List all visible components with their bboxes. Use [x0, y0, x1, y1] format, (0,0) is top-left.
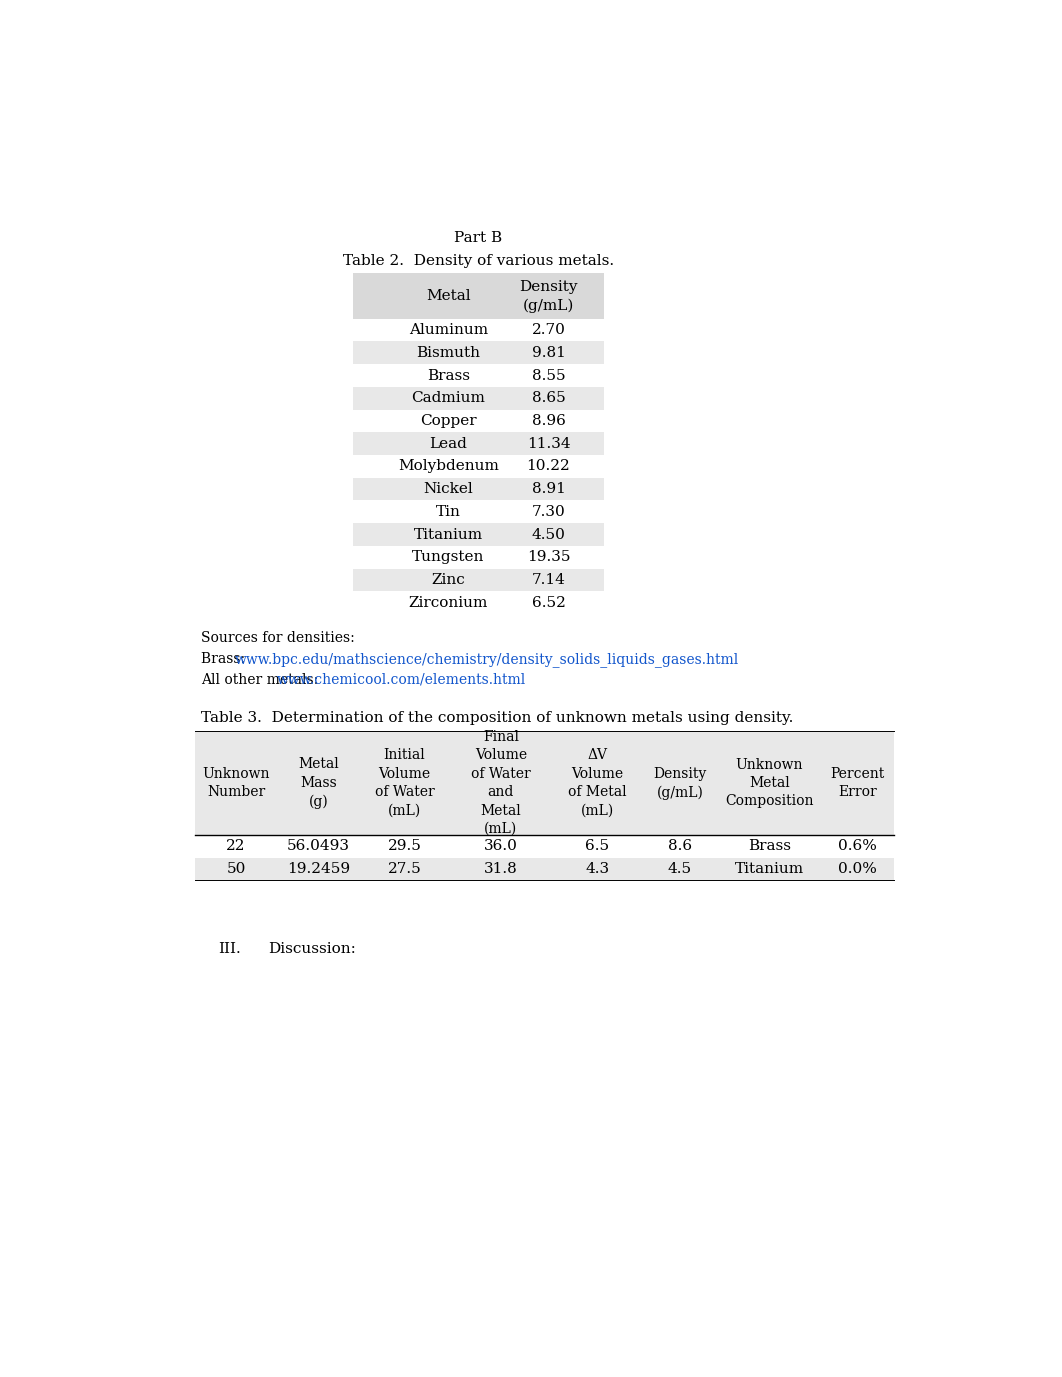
Bar [354, 569, 603, 591]
Text: Aluminum: Aluminum [409, 324, 487, 337]
Bar [354, 523, 603, 545]
Text: 4.3: 4.3 [585, 862, 610, 876]
Text: Zinc: Zinc [431, 573, 465, 587]
Text: Table 3.  Determination of the composition of unknown metals using density.: Table 3. Determination of the compositio… [201, 711, 793, 726]
Text: 31.8: 31.8 [484, 862, 518, 876]
Text: Brass: Brass [748, 840, 791, 854]
Text: Density: Density [519, 280, 578, 293]
Text: Lead: Lead [429, 437, 467, 450]
Text: ΔV
Volume
of Metal
(mL): ΔV Volume of Metal (mL) [568, 749, 627, 818]
Text: Density
(g/mL): Density (g/mL) [653, 767, 706, 800]
Text: 8.55: 8.55 [532, 369, 565, 383]
Text: Metal
Mass
(g): Metal Mass (g) [298, 757, 339, 808]
Text: Nickel: Nickel [424, 482, 474, 496]
Text: 9.81: 9.81 [532, 346, 565, 359]
Text: Molybdenum: Molybdenum [398, 460, 499, 474]
Text: Brass: Brass [427, 369, 469, 383]
Text: www.chemicool.com/elements.html: www.chemicool.com/elements.html [277, 672, 526, 687]
Text: 19.35: 19.35 [527, 551, 570, 565]
Text: 6.5: 6.5 [585, 840, 610, 854]
Text: Discussion:: Discussion: [269, 942, 356, 956]
Text: Sources for densities:: Sources for densities: [201, 631, 355, 644]
Text: 8.65: 8.65 [532, 391, 565, 405]
Bar [354, 341, 603, 364]
Text: Bismuth: Bismuth [416, 346, 480, 359]
Text: Copper: Copper [421, 414, 477, 428]
Text: Final
Volume
of Water
and
Metal
(mL): Final Volume of Water and Metal (mL) [472, 730, 531, 836]
Text: 4.50: 4.50 [532, 527, 565, 541]
Bar [354, 591, 603, 614]
Text: Tin: Tin [436, 505, 461, 519]
Bar [354, 364, 603, 387]
Text: 7.30: 7.30 [532, 505, 565, 519]
Text: Cadmium: Cadmium [411, 391, 485, 405]
Bar [354, 432, 603, 454]
Text: 4.5: 4.5 [668, 862, 692, 876]
Text: 29.5: 29.5 [388, 840, 422, 854]
Text: 8.91: 8.91 [532, 482, 565, 496]
Text: 50: 50 [226, 862, 245, 876]
Text: Percent
Error: Percent Error [830, 767, 885, 799]
Bar [354, 478, 603, 500]
Text: Tungsten: Tungsten [412, 551, 484, 565]
Bar [354, 273, 603, 318]
Text: 19.2459: 19.2459 [287, 862, 350, 876]
Text: Part B: Part B [455, 231, 502, 245]
Text: 2.70: 2.70 [532, 324, 565, 337]
Text: 56.0493: 56.0493 [287, 840, 350, 854]
Bar [354, 318, 603, 341]
Bar [354, 500, 603, 523]
Text: 11.34: 11.34 [527, 437, 570, 450]
Text: All other metals:: All other metals: [201, 672, 323, 687]
Text: www.bpc.edu/mathscience/chemistry/density_solids_liquids_gases.html: www.bpc.edu/mathscience/chemistry/densit… [235, 651, 739, 666]
Text: Metal: Metal [426, 289, 470, 303]
Bar [354, 545, 603, 569]
Bar [194, 858, 894, 880]
Text: III.: III. [218, 942, 241, 956]
Bar [194, 834, 894, 858]
Text: Brass:: Brass: [201, 651, 250, 666]
Text: Titanium: Titanium [735, 862, 804, 876]
Text: Table 2.  Density of various metals.: Table 2. Density of various metals. [343, 255, 614, 269]
Bar [354, 387, 603, 409]
Text: 27.5: 27.5 [388, 862, 422, 876]
Text: 36.0: 36.0 [484, 840, 518, 854]
Text: 22: 22 [226, 840, 245, 854]
Text: Unknown
Metal
Composition: Unknown Metal Composition [725, 757, 813, 808]
Text: 7.14: 7.14 [532, 573, 565, 587]
Text: 0.0%: 0.0% [838, 862, 877, 876]
Text: (g/mL): (g/mL) [523, 299, 575, 313]
Bar [194, 731, 894, 834]
Text: 8.6: 8.6 [668, 840, 692, 854]
Text: 10.22: 10.22 [527, 460, 570, 474]
Text: Zirconium: Zirconium [409, 596, 489, 610]
Text: 8.96: 8.96 [532, 414, 565, 428]
Text: Titanium: Titanium [414, 527, 483, 541]
Bar [354, 409, 603, 432]
Text: Initial
Volume
of Water
(mL): Initial Volume of Water (mL) [375, 749, 434, 818]
Text: 6.52: 6.52 [532, 596, 565, 610]
Text: Unknown
Number: Unknown Number [202, 767, 270, 799]
Text: 0.6%: 0.6% [838, 840, 877, 854]
Bar [354, 454, 603, 478]
